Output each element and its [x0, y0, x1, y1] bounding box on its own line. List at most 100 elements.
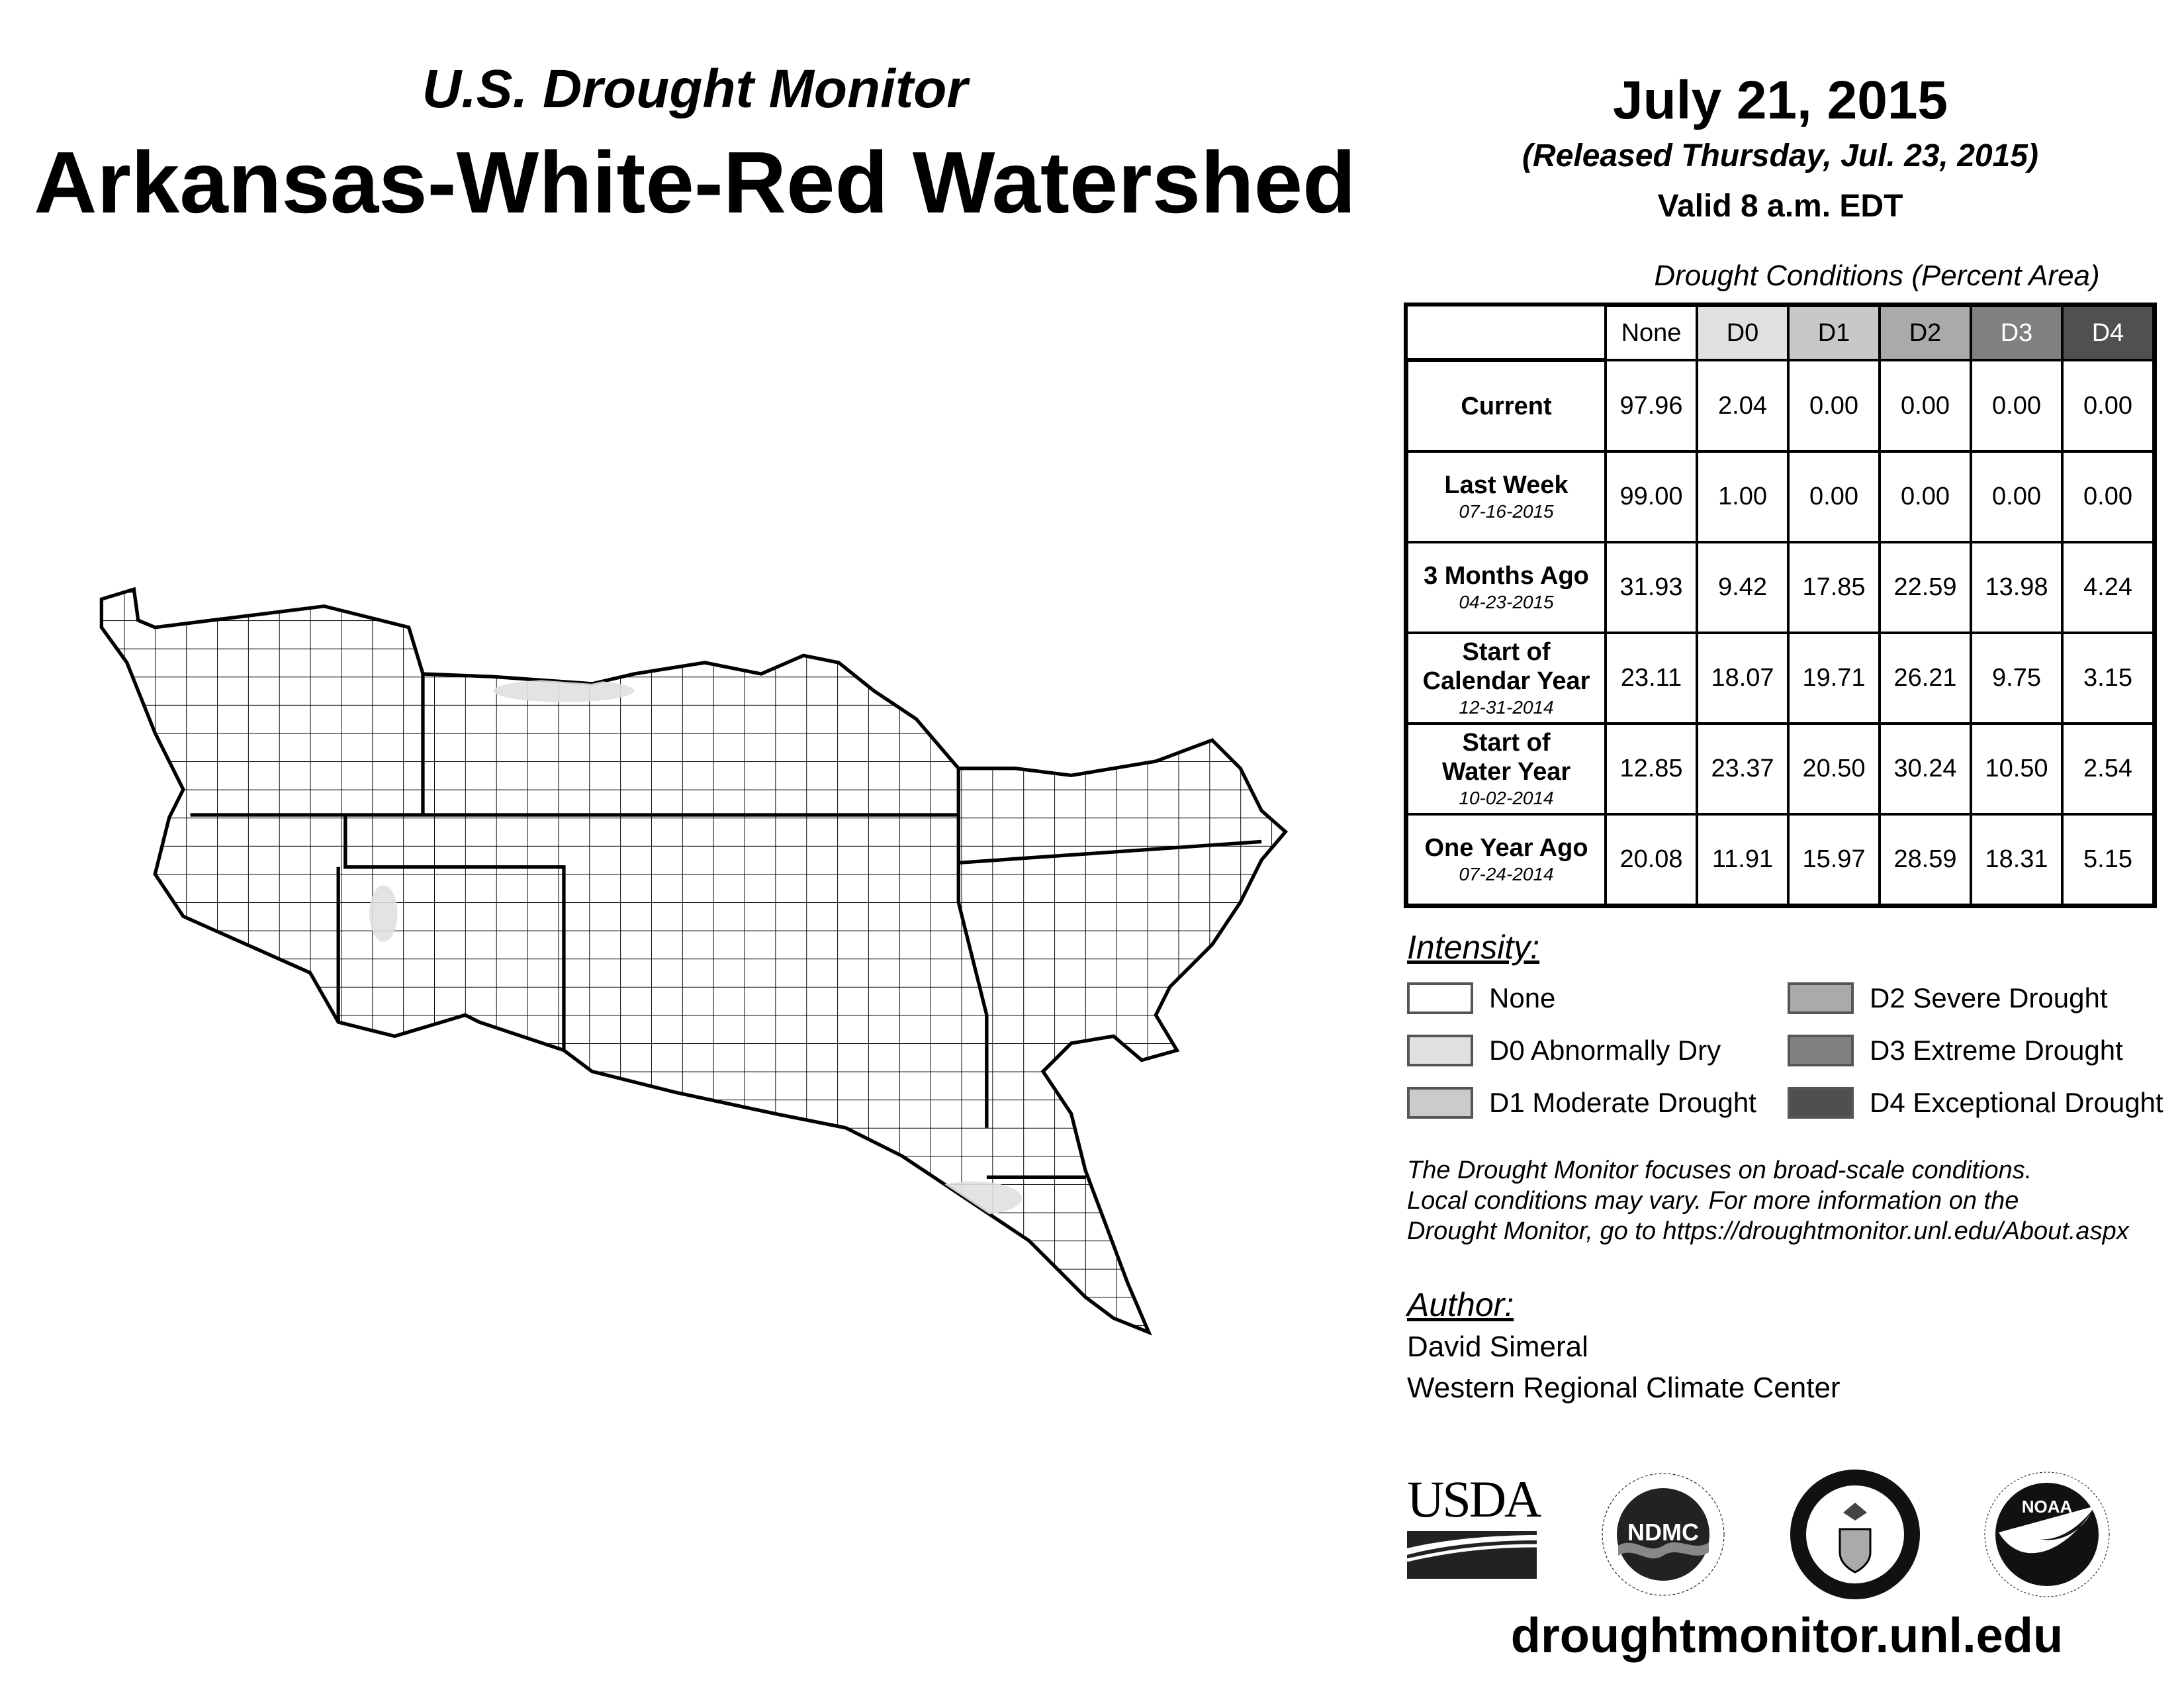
table-row: Current 97.96 2.04 0.00 0.00 0.00 0.00	[1406, 359, 2155, 453]
cell-d3: 0.00	[1970, 450, 2064, 543]
cell-d4: 3.15	[2061, 632, 2155, 725]
row-label: Start of Water Year 10-02-2014	[1406, 722, 1607, 816]
legend-swatch	[1788, 982, 1854, 1014]
cell-d4: 2.54	[2061, 722, 2155, 816]
cell-d0: 18.07	[1696, 632, 1790, 725]
legend-label: None	[1489, 982, 1556, 1013]
cell-d1: 15.97	[1787, 813, 1881, 906]
column-header-d2: D2	[1878, 305, 1972, 361]
legend-label: D2 Severe Drought	[1870, 982, 2108, 1013]
website-url[interactable]: droughtmonitor.unl.edu	[1510, 1608, 2064, 1663]
usda-swoosh-icon	[1406, 1531, 1537, 1579]
cell-none: 12.85	[1604, 722, 1698, 816]
map-date: July 21, 2015	[1612, 70, 1948, 130]
legend-label: D4 Exceptional Drought	[1870, 1087, 2163, 1118]
legend-item: D0 Abnormally Dry	[1407, 1035, 1721, 1066]
row-label-text: 3 Months Ago	[1424, 561, 1589, 590]
cell-none: 31.93	[1604, 541, 1698, 634]
row-label-text: Start of	[1462, 728, 1551, 757]
cell-d3: 9.75	[1970, 632, 2064, 725]
author-title: Author:	[1407, 1286, 1514, 1323]
row-label: Current	[1406, 359, 1607, 453]
cell-d2: 0.00	[1878, 450, 1972, 543]
release-date: (Released Thursday, Jul. 23, 2015)	[1522, 138, 2038, 173]
table-row: 3 Months Ago 04-23-2015 31.93 9.42 17.85 22.5…	[1406, 541, 2155, 634]
column-header-d0: D0	[1696, 305, 1790, 361]
cell-d0: 23.37	[1696, 722, 1790, 816]
table-corner	[1407, 306, 1606, 362]
legend-title: Intensity:	[1407, 929, 1540, 966]
cell-d2: 28.59	[1878, 813, 1972, 906]
cell-d1: 0.00	[1787, 450, 1881, 543]
legend-swatch	[1788, 1035, 1854, 1066]
cell-d2: 22.59	[1878, 541, 1972, 634]
cell-d0: 9.42	[1696, 541, 1790, 634]
row-label-text: One Year Ago	[1424, 833, 1588, 862]
cell-d1: 0.00	[1787, 359, 1881, 453]
legend-item: D4 Exceptional Drought	[1788, 1087, 2163, 1119]
row-date: 07-16-2015	[1459, 500, 1554, 522]
row-date: 10-02-2014	[1459, 787, 1554, 808]
d0-area-red-river	[923, 1181, 1023, 1215]
row-label: 3 Months Ago 04-23-2015	[1406, 541, 1607, 634]
cell-d3: 0.00	[1970, 359, 2064, 453]
page-title: Arkansas-White-Red Watershed	[34, 134, 1356, 231]
legend-swatch	[1407, 982, 1473, 1014]
noaa-logo: NOAA	[1984, 1472, 2110, 1597]
row-label-text-2: Calendar Year	[1422, 667, 1590, 695]
watershed-map	[99, 586, 1289, 1336]
legend-item: D2 Severe Drought	[1788, 982, 2108, 1014]
department-of-commerce-seal	[1790, 1470, 1920, 1599]
table-row: Last Week 07-16-2015 99.00 1.00 0.00 0.00 0.00…	[1406, 450, 2155, 543]
table-row: One Year Ago 07-24-2014 20.08 11.91 15.97 28.…	[1406, 813, 2155, 906]
row-label: Last Week 07-16-2015	[1406, 450, 1607, 543]
legend-swatch	[1407, 1087, 1473, 1119]
row-label-text: Current	[1461, 392, 1552, 420]
legend-label: D3 Extreme Drought	[1870, 1035, 2123, 1066]
column-header-d1: D1	[1787, 305, 1881, 361]
row-date: 04-23-2015	[1459, 591, 1554, 612]
legend-item: D3 Extreme Drought	[1788, 1035, 2123, 1066]
legend-item: None	[1407, 982, 1555, 1014]
cell-d4: 5.15	[2061, 813, 2155, 906]
cell-d0: 11.91	[1696, 813, 1790, 906]
legend-item: D1 Moderate Drought	[1407, 1087, 1756, 1119]
cell-d4: 0.00	[2061, 359, 2155, 453]
row-label-text: Start of	[1462, 637, 1551, 666]
cell-d0: 2.04	[1696, 359, 1790, 453]
cell-d0: 1.00	[1696, 450, 1790, 543]
valid-time: Valid 8 a.m. EDT	[1657, 189, 1903, 224]
svg-text:NDMC: NDMC	[1627, 1519, 1699, 1546]
legend-swatch	[1407, 1035, 1473, 1066]
cell-d3: 10.50	[1970, 722, 2064, 816]
note-line: Drought Monitor, go to https://droughtmo…	[1407, 1217, 2129, 1245]
row-label: One Year Ago 07-24-2014	[1406, 813, 1607, 906]
cell-d1: 19.71	[1787, 632, 1881, 725]
legend-label: D0 Abnormally Dry	[1489, 1035, 1721, 1066]
county-boundaries	[101, 589, 1286, 1333]
author-org: Western Regional Climate Center	[1407, 1372, 1841, 1404]
cell-d4: 4.24	[2061, 541, 2155, 634]
cell-d3: 18.31	[1970, 813, 2064, 906]
cell-d2: 0.00	[1878, 359, 1972, 453]
cell-d4: 0.00	[2061, 450, 2155, 543]
cell-d1: 20.50	[1787, 722, 1881, 816]
row-label: Start of Calendar Year 12-31-2014	[1406, 632, 1607, 725]
row-date: 12-31-2014	[1459, 696, 1554, 718]
d0-area-texas-panhandle	[369, 885, 398, 942]
note-line: The Drought Monitor focuses on broad-sca…	[1407, 1156, 2032, 1184]
cell-d2: 26.21	[1878, 632, 1972, 725]
usda-logo: USDA	[1406, 1470, 1541, 1582]
monitor-subtitle: U.S. Drought Monitor	[422, 59, 968, 119]
column-header-none: None	[1604, 305, 1698, 361]
author-name: David Simeral	[1407, 1331, 1588, 1363]
row-label-text: Last Week	[1444, 471, 1569, 499]
legend-swatch	[1788, 1087, 1854, 1119]
row-date: 07-24-2014	[1459, 863, 1554, 884]
cell-d2: 30.24	[1878, 722, 1972, 816]
usda-logo-text: USDA	[1407, 1470, 1541, 1528]
table-row: Start of Water Year 10-02-2014 12.85 23.37 20…	[1406, 722, 2155, 816]
cell-d3: 13.98	[1970, 541, 2064, 634]
svg-text:NOAA: NOAA	[2022, 1497, 2073, 1517]
cell-none: 99.00	[1604, 450, 1698, 543]
